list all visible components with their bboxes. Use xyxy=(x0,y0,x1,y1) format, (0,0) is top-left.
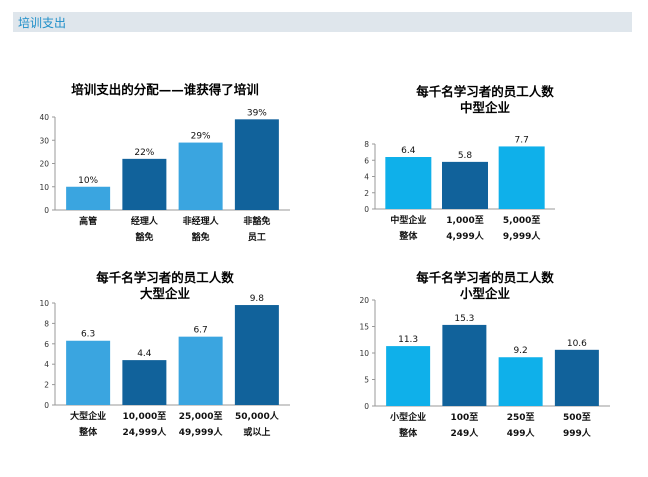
chart-title: 培训支出的分配——谁获得了培训 xyxy=(71,82,259,97)
data-label: 10.6 xyxy=(567,339,587,349)
bar xyxy=(442,161,488,209)
x-tick-label: 100至 xyxy=(450,412,478,423)
x-tick-label: 员工 xyxy=(248,232,266,243)
y-tick-label: 4 xyxy=(44,360,49,369)
y-tick-label: 10 xyxy=(39,183,49,192)
chart-title: 每千名学习者的员工人数 xyxy=(96,270,234,285)
chart-title: 每千名学习者的员工人数 xyxy=(416,270,554,285)
y-tick-label: 0 xyxy=(364,205,369,214)
x-tick-label: 250至 xyxy=(507,412,535,423)
bar xyxy=(234,119,279,210)
y-tick-label: 6 xyxy=(44,340,49,349)
bar xyxy=(442,324,487,406)
data-label: 9.2 xyxy=(513,346,527,356)
x-tick-label: 5,000至 xyxy=(503,215,540,226)
y-tick-label: 20 xyxy=(359,296,369,305)
x-tick-label: 24,999人 xyxy=(123,426,168,438)
x-tick-label: 非豁免 xyxy=(243,215,270,227)
y-tick-label: 8 xyxy=(364,140,369,149)
x-tick-label: 豁免 xyxy=(135,231,153,243)
x-tick-label: 小型企业 xyxy=(389,411,426,423)
data-label: 7.7 xyxy=(515,135,529,145)
bar xyxy=(234,305,279,405)
x-tick-label: 249人 xyxy=(450,427,479,439)
x-tick-label: 999人 xyxy=(563,427,592,439)
y-tick-label: 4 xyxy=(364,173,369,182)
x-tick-label: 1,000至 xyxy=(446,215,483,226)
chart-midsize-companies: 每千名学习者的员工人数 中型企业 0 2 4 6 8 6.4 中型企业整体 5.8 1,000至… xyxy=(350,82,620,252)
bar xyxy=(66,186,111,210)
bar xyxy=(178,336,223,405)
header-bar: 培训支出 xyxy=(13,12,632,32)
x-tick-label: 整体 xyxy=(398,230,418,242)
x-tick-label: 或以上 xyxy=(243,426,270,438)
x-tick-label: 大型企业 xyxy=(70,410,106,422)
data-label: 6.7 xyxy=(193,326,207,336)
data-label: 29% xyxy=(191,132,211,142)
x-tick-label: 499人 xyxy=(507,427,536,439)
x-tick-label: 10,000至 xyxy=(123,411,167,422)
y-tick-label: 0 xyxy=(44,401,49,410)
y-tick-label: 40 xyxy=(39,113,49,122)
x-tick-label: 4,999人 xyxy=(446,230,484,242)
bar xyxy=(66,340,111,405)
y-tick-label: 0 xyxy=(44,206,49,215)
data-label: 10% xyxy=(78,176,98,186)
data-label: 9.8 xyxy=(250,294,265,304)
x-tick-label: 经理人 xyxy=(131,215,159,227)
y-tick-label: 5 xyxy=(364,376,369,385)
bar xyxy=(554,349,599,406)
x-tick-label: 中型企业 xyxy=(390,214,426,226)
y-tick-label: 10 xyxy=(359,349,369,358)
chart-large-companies: 每千名学习者的员工人数 大型企业 0 2 4 6 8 10 6.3 大型企业整体 4.4 10,0… xyxy=(30,268,300,473)
y-tick-label: 6 xyxy=(364,156,369,165)
y-tick-label: 30 xyxy=(39,136,49,145)
x-tick-label: 豁免 xyxy=(192,231,210,243)
bar xyxy=(122,360,167,405)
x-tick-label: 49,999人 xyxy=(179,426,224,438)
x-tick-label: 整体 xyxy=(398,427,418,439)
bar xyxy=(386,346,431,406)
chart-subtitle: 中型企业 xyxy=(459,100,510,115)
data-label: 11.3 xyxy=(398,335,418,345)
page-title: 培训支出 xyxy=(18,16,67,30)
chart-subtitle: 小型企业 xyxy=(459,286,510,301)
y-tick-label: 10 xyxy=(39,299,49,308)
data-label: 6.4 xyxy=(401,146,416,156)
y-tick-label: 15 xyxy=(359,323,369,332)
data-label: 39% xyxy=(247,108,267,118)
y-tick-label: 2 xyxy=(364,189,369,198)
bar xyxy=(385,157,432,209)
bar xyxy=(498,146,545,209)
x-tick-label: 整体 xyxy=(78,426,98,438)
x-tick-label: 25,000至 xyxy=(179,411,223,422)
data-label: 4.4 xyxy=(137,349,152,359)
chart-title: 每千名学习者的员工人数 xyxy=(416,84,554,99)
bar xyxy=(122,158,167,210)
x-tick-label: 500至 xyxy=(563,412,591,423)
y-tick-label: 0 xyxy=(364,402,369,411)
chart-training-distribution: 培训支出的分配——谁获得了培训 0 10 20 30 40 10% 高管 22% 经理人豁免 29… xyxy=(30,82,300,252)
data-label: 22% xyxy=(134,148,154,158)
x-tick-label: 50,000人 xyxy=(235,410,280,422)
data-label: 5.8 xyxy=(458,151,473,161)
chart-subtitle: 大型企业 xyxy=(139,286,190,301)
data-label: 6.3 xyxy=(81,330,95,340)
bar xyxy=(498,357,543,406)
y-tick-label: 8 xyxy=(44,319,49,328)
x-tick-label: 高管 xyxy=(79,215,97,227)
y-tick-label: 2 xyxy=(44,381,49,390)
x-tick-label: 9,999人 xyxy=(503,230,541,242)
y-tick-label: 20 xyxy=(39,160,49,169)
chart-small-companies: 每千名学习者的员工人数 小型企业 0 5 10 15 20 11.3 小型企业整体 15.3 1… xyxy=(350,268,620,473)
data-label: 15.3 xyxy=(454,314,474,324)
bar xyxy=(178,142,223,210)
x-tick-label: 非经理人 xyxy=(183,215,220,227)
